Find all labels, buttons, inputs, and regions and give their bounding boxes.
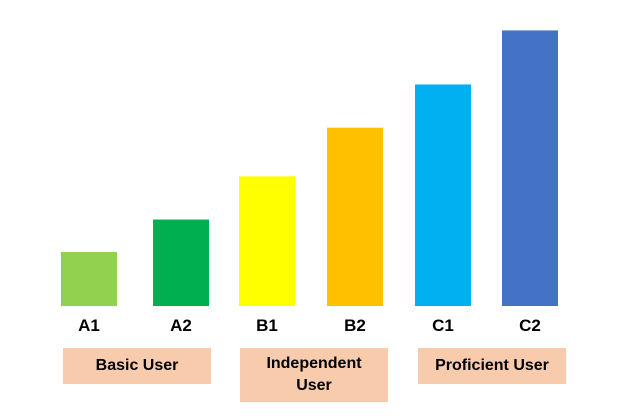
group-label-basic-user: Basic User — [63, 348, 211, 384]
tick-label-c2: C2 — [519, 316, 541, 335]
bar-c2 — [502, 30, 558, 307]
bars — [61, 30, 558, 307]
tick-label-c1: C1 — [432, 316, 454, 335]
tick-label-a1: A1 — [78, 316, 100, 335]
bar-b1 — [239, 176, 295, 306]
tick-label-b1: B1 — [256, 316, 278, 335]
group-label-proficient-user: Proficient User — [418, 348, 566, 384]
tick-label-b2: B2 — [344, 316, 366, 335]
bar-c1 — [415, 84, 471, 306]
group-label-text: Independent User — [266, 355, 362, 394]
bar-a1 — [61, 251, 117, 306]
group-label-independent-user: Independent User — [240, 348, 388, 402]
bar-a2 — [153, 219, 209, 306]
bar-b2 — [327, 127, 383, 306]
tick-label-a2: A2 — [170, 316, 192, 335]
group-label-text: Proficient User — [435, 357, 549, 374]
group-label-text: Basic User — [95, 357, 179, 374]
